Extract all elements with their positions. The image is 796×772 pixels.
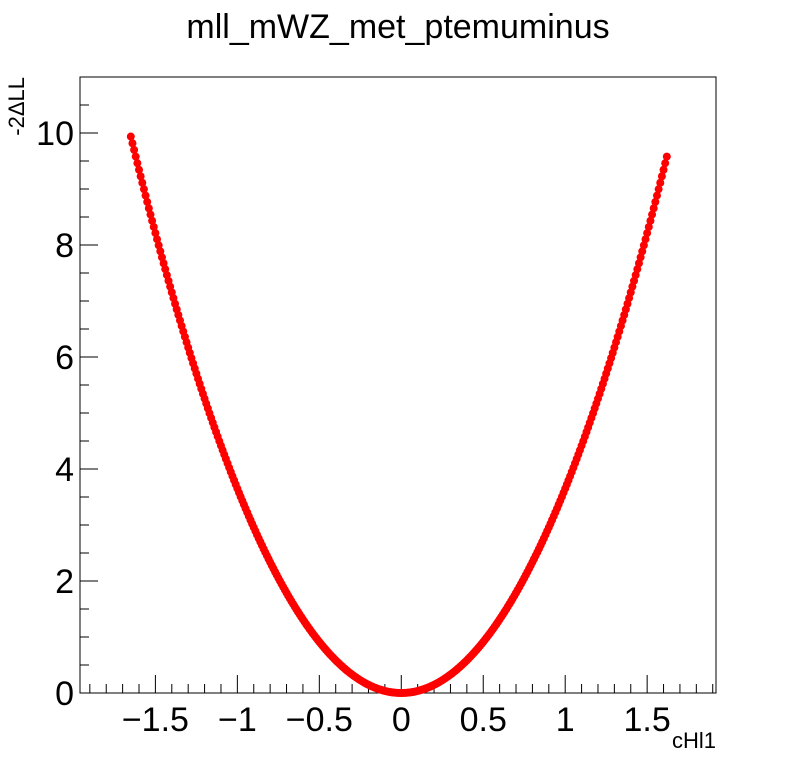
data-point bbox=[638, 247, 647, 256]
data-point bbox=[659, 165, 668, 174]
data-point bbox=[154, 241, 163, 250]
data-point bbox=[141, 191, 150, 200]
data-point bbox=[146, 210, 155, 219]
data-point bbox=[126, 132, 135, 141]
data-point bbox=[139, 185, 148, 194]
data-point bbox=[128, 139, 137, 148]
data-point bbox=[649, 204, 658, 213]
data-point bbox=[639, 241, 648, 250]
data-point bbox=[657, 172, 666, 181]
x-tick-label: −1 bbox=[218, 701, 257, 739]
x-tick-label: −1.5 bbox=[122, 701, 189, 739]
data-point bbox=[636, 253, 645, 262]
data-point bbox=[151, 229, 160, 238]
data-point bbox=[136, 172, 145, 181]
y-tick-label: 0 bbox=[55, 675, 74, 713]
y-axis-tick-labels: 0 2 4 6 8 10 bbox=[36, 115, 74, 713]
data-point bbox=[641, 235, 650, 244]
data-point bbox=[646, 216, 655, 225]
y-tick-label: 10 bbox=[36, 115, 74, 153]
x-tick-label: 0 bbox=[392, 701, 411, 739]
y-axis-label: -2ΔLL bbox=[4, 77, 29, 136]
x-axis-label: cHl1 bbox=[672, 728, 716, 753]
x-axis-tick-labels: −1.5 −1 −0.5 0 0.5 1 1.5 bbox=[122, 701, 671, 739]
data-point bbox=[651, 197, 660, 206]
x-tick-label: 1.5 bbox=[624, 701, 671, 739]
data-point bbox=[131, 152, 140, 161]
x-tick-label: 1 bbox=[556, 701, 575, 739]
data-point bbox=[648, 210, 657, 219]
data-point bbox=[153, 235, 162, 244]
data-point bbox=[643, 229, 652, 238]
data-point bbox=[662, 152, 671, 161]
data-point bbox=[652, 191, 661, 200]
y-tick-label: 4 bbox=[55, 451, 74, 489]
chart-title: mll_mWZ_met_ptemuminus bbox=[186, 8, 609, 46]
data-point bbox=[654, 185, 663, 194]
y-axis-ticks bbox=[80, 76, 98, 694]
data-point bbox=[149, 222, 158, 231]
data-point bbox=[138, 178, 147, 187]
data-point bbox=[644, 222, 653, 231]
data-point bbox=[661, 159, 670, 168]
x-tick-label: 0.5 bbox=[460, 701, 507, 739]
x-tick-label: −0.5 bbox=[286, 701, 353, 739]
data-point bbox=[156, 247, 165, 256]
data-point bbox=[148, 216, 157, 225]
data-point bbox=[133, 159, 142, 168]
data-point bbox=[656, 178, 665, 187]
data-point bbox=[144, 204, 153, 213]
y-tick-label: 2 bbox=[55, 563, 74, 601]
y-tick-label: 6 bbox=[55, 339, 74, 377]
data-series bbox=[126, 132, 671, 697]
data-point bbox=[143, 197, 152, 206]
y-tick-label: 8 bbox=[55, 227, 74, 265]
data-point bbox=[135, 165, 144, 174]
data-point bbox=[130, 145, 139, 154]
